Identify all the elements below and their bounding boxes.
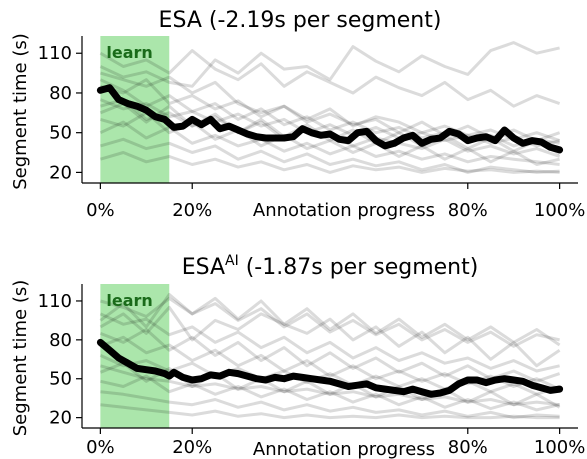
- learn-label: learn: [106, 291, 152, 310]
- x-tick-label: 80%: [448, 200, 488, 221]
- x-tick-label: 0%: [86, 200, 115, 221]
- y-tick-label: 50: [49, 369, 72, 390]
- x-axis-label: Annotation progress: [253, 200, 435, 221]
- y-axis-label: Segment time (s): [10, 33, 31, 190]
- annotator-line: [99, 305, 561, 368]
- annotator-line: [99, 296, 560, 348]
- annotator-line: [99, 312, 560, 373]
- annotator-line: [99, 71, 561, 143]
- average-line: [96, 338, 564, 398]
- annotator-line: [100, 403, 560, 420]
- y-tick-label: 20: [49, 408, 72, 429]
- annotator-line: [99, 293, 561, 347]
- y-tick-label: 80: [49, 330, 72, 351]
- learn-region: [100, 36, 170, 183]
- chart-title-superscript: AI: [225, 253, 239, 269]
- x-tick-label: 20%: [172, 200, 212, 221]
- y-tick-label: 50: [49, 123, 72, 144]
- chart-title: ESAAI (-1.87s per segment): [182, 253, 479, 280]
- x-tick-label: 20%: [172, 437, 212, 458]
- chart-title-main: ESA: [182, 255, 225, 280]
- background-lines: [99, 293, 561, 420]
- x-tick-label: 100%: [534, 437, 585, 458]
- chart-title-main: ESA: [159, 8, 202, 33]
- y-tick-label: 20: [49, 162, 72, 183]
- annotator-line: [99, 354, 561, 396]
- annotator-line: [99, 41, 560, 88]
- y-tick-label: 110: [38, 291, 72, 312]
- annotator-line: [99, 102, 561, 156]
- annotator-line: [100, 390, 560, 420]
- annotator-line: [99, 49, 561, 108]
- chart-title-rest: (-2.19s per segment): [202, 8, 442, 33]
- annotator-line: [99, 120, 560, 166]
- annotator-line: [100, 374, 560, 412]
- chart-title-rest: (-1.87s per segment): [239, 255, 479, 280]
- x-tick-label: 80%: [448, 437, 488, 458]
- x-tick-label: 0%: [86, 437, 115, 458]
- chart-panel-1: learn 20 50 80 110 0% 20% 80% 100% Annotation pro…: [10, 8, 585, 221]
- chart-title: ESA (-2.19s per segment): [159, 8, 442, 33]
- learn-label: learn: [106, 43, 152, 62]
- background-lines: [99, 41, 561, 174]
- y-tick-label: 80: [49, 83, 72, 104]
- annotator-line: [99, 151, 560, 174]
- annotator-line: [99, 328, 561, 383]
- chart-panel-2: learn 20 50 80 110 0% 20% 80% 100% Annotation pro…: [10, 253, 585, 459]
- annotator-line: [99, 364, 560, 407]
- annotator-line: [99, 137, 560, 174]
- x-tick-label: 100%: [534, 200, 585, 221]
- y-axis-label: Segment time (s): [10, 280, 31, 437]
- x-axis-label: Annotation progress: [253, 439, 435, 459]
- y-tick-label: 110: [38, 43, 72, 64]
- average-line: [96, 84, 564, 154]
